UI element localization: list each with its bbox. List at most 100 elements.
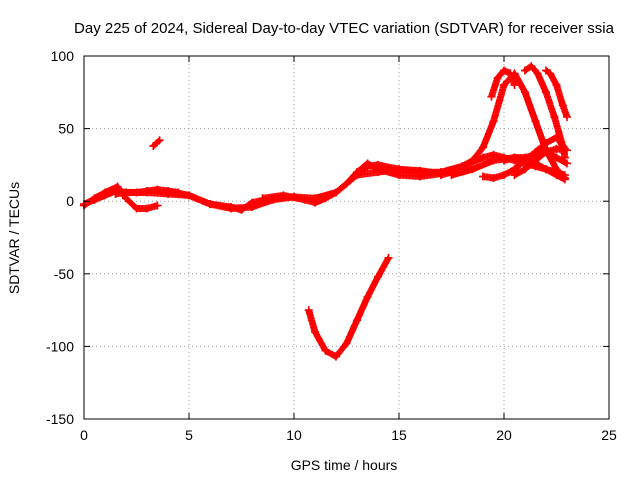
data-point: [506, 69, 515, 78]
series-trace: [259, 159, 443, 207]
data-point: [542, 147, 550, 156]
data-point: [479, 172, 487, 181]
data-point: [563, 112, 571, 121]
data-point: [531, 117, 540, 126]
data-point: [468, 165, 477, 174]
data-point: [489, 117, 498, 126]
data-point: [248, 198, 256, 207]
x-tick-label: 0: [80, 427, 88, 443]
series-arc-14: [521, 62, 569, 162]
data-point: [527, 62, 536, 71]
axis-ticks: 0 5 10 15 20 25 -150 -100 -50 0 50 100: [46, 48, 617, 443]
data-point: [332, 352, 340, 361]
data-point: [321, 346, 330, 355]
series-arc-5: [164, 187, 298, 214]
data-point: [132, 204, 141, 213]
data-point: [500, 171, 508, 180]
y-tick-label: -150: [46, 411, 74, 427]
series-arc-10: [487, 66, 519, 101]
data-point: [521, 165, 529, 174]
data-point: [206, 200, 214, 209]
y-tick-label: -50: [54, 266, 74, 282]
data-point: [493, 73, 502, 82]
data-point: [489, 173, 498, 182]
data-point: [132, 188, 141, 197]
series-arc-17: [500, 147, 571, 168]
data-point: [521, 88, 529, 97]
data-point: [143, 204, 151, 213]
plot-frame: [83, 55, 610, 420]
data-point: [489, 156, 498, 165]
data-point: [542, 66, 550, 75]
series-trace: [437, 69, 568, 181]
data-point: [279, 191, 288, 200]
data-point: [563, 146, 571, 155]
data-point: [542, 165, 550, 174]
x-tick-label: 10: [286, 427, 302, 443]
data-point: [552, 144, 561, 153]
data-point: [384, 253, 393, 262]
data-point: [479, 153, 487, 162]
data-point: [101, 188, 109, 197]
x-tick-label: 25: [601, 427, 617, 443]
data-point: [447, 171, 456, 180]
data-point: [374, 168, 382, 177]
data-point: [164, 187, 172, 196]
x-tick-label: 20: [496, 427, 512, 443]
data-point: [237, 205, 246, 214]
data-point: [342, 179, 351, 188]
data-series: [80, 62, 571, 361]
data-point: [153, 201, 162, 210]
data-point: [321, 194, 330, 203]
data-point: [155, 136, 164, 145]
series-trace: [305, 255, 392, 361]
series-arc-15: [542, 66, 571, 121]
x-tick-label: 5: [185, 427, 193, 443]
data-point: [300, 195, 309, 204]
chart-title: Day 225 of 2024, Sidereal Day-to-day VTE…: [74, 20, 615, 37]
data-point: [552, 171, 561, 180]
data-point: [510, 153, 519, 162]
data-point: [353, 316, 361, 325]
data-point: [113, 182, 122, 191]
data-point: [363, 293, 372, 302]
data-point: [533, 69, 542, 78]
data-point: [500, 66, 508, 75]
data-point: [479, 143, 487, 152]
data-point: [111, 189, 120, 198]
series-arc-2: [80, 182, 162, 213]
data-point: [353, 171, 361, 180]
data-point: [552, 81, 561, 90]
series-arc-7: [304, 253, 393, 361]
y-axis-label: SDTVAR / TECUs: [6, 182, 22, 294]
data-point: [311, 327, 319, 336]
data-point: [416, 166, 424, 175]
data-point: [560, 175, 569, 184]
data-point: [143, 187, 151, 196]
data-point: [500, 81, 508, 90]
data-point: [149, 142, 158, 151]
data-point: [487, 92, 496, 101]
data-point: [510, 81, 519, 90]
data-point: [122, 188, 130, 197]
data-point: [510, 171, 519, 180]
data-point: [542, 88, 550, 97]
data-point: [304, 306, 313, 315]
data-point: [363, 159, 372, 168]
data-point: [311, 198, 319, 207]
data-point: [521, 66, 529, 75]
data-point: [550, 112, 559, 121]
data-point: [342, 339, 351, 348]
data-point: [153, 185, 162, 194]
data-point: [521, 153, 529, 162]
data-point: [374, 272, 382, 281]
data-point: [332, 188, 340, 197]
x-tick-label: 15: [391, 427, 407, 443]
x-axis-label: GPS time / hours: [291, 457, 398, 473]
data-point: [558, 101, 567, 110]
data-point: [437, 168, 445, 177]
data-point: [185, 191, 193, 200]
y-tick-label: 100: [51, 48, 75, 64]
data-point: [500, 156, 508, 165]
